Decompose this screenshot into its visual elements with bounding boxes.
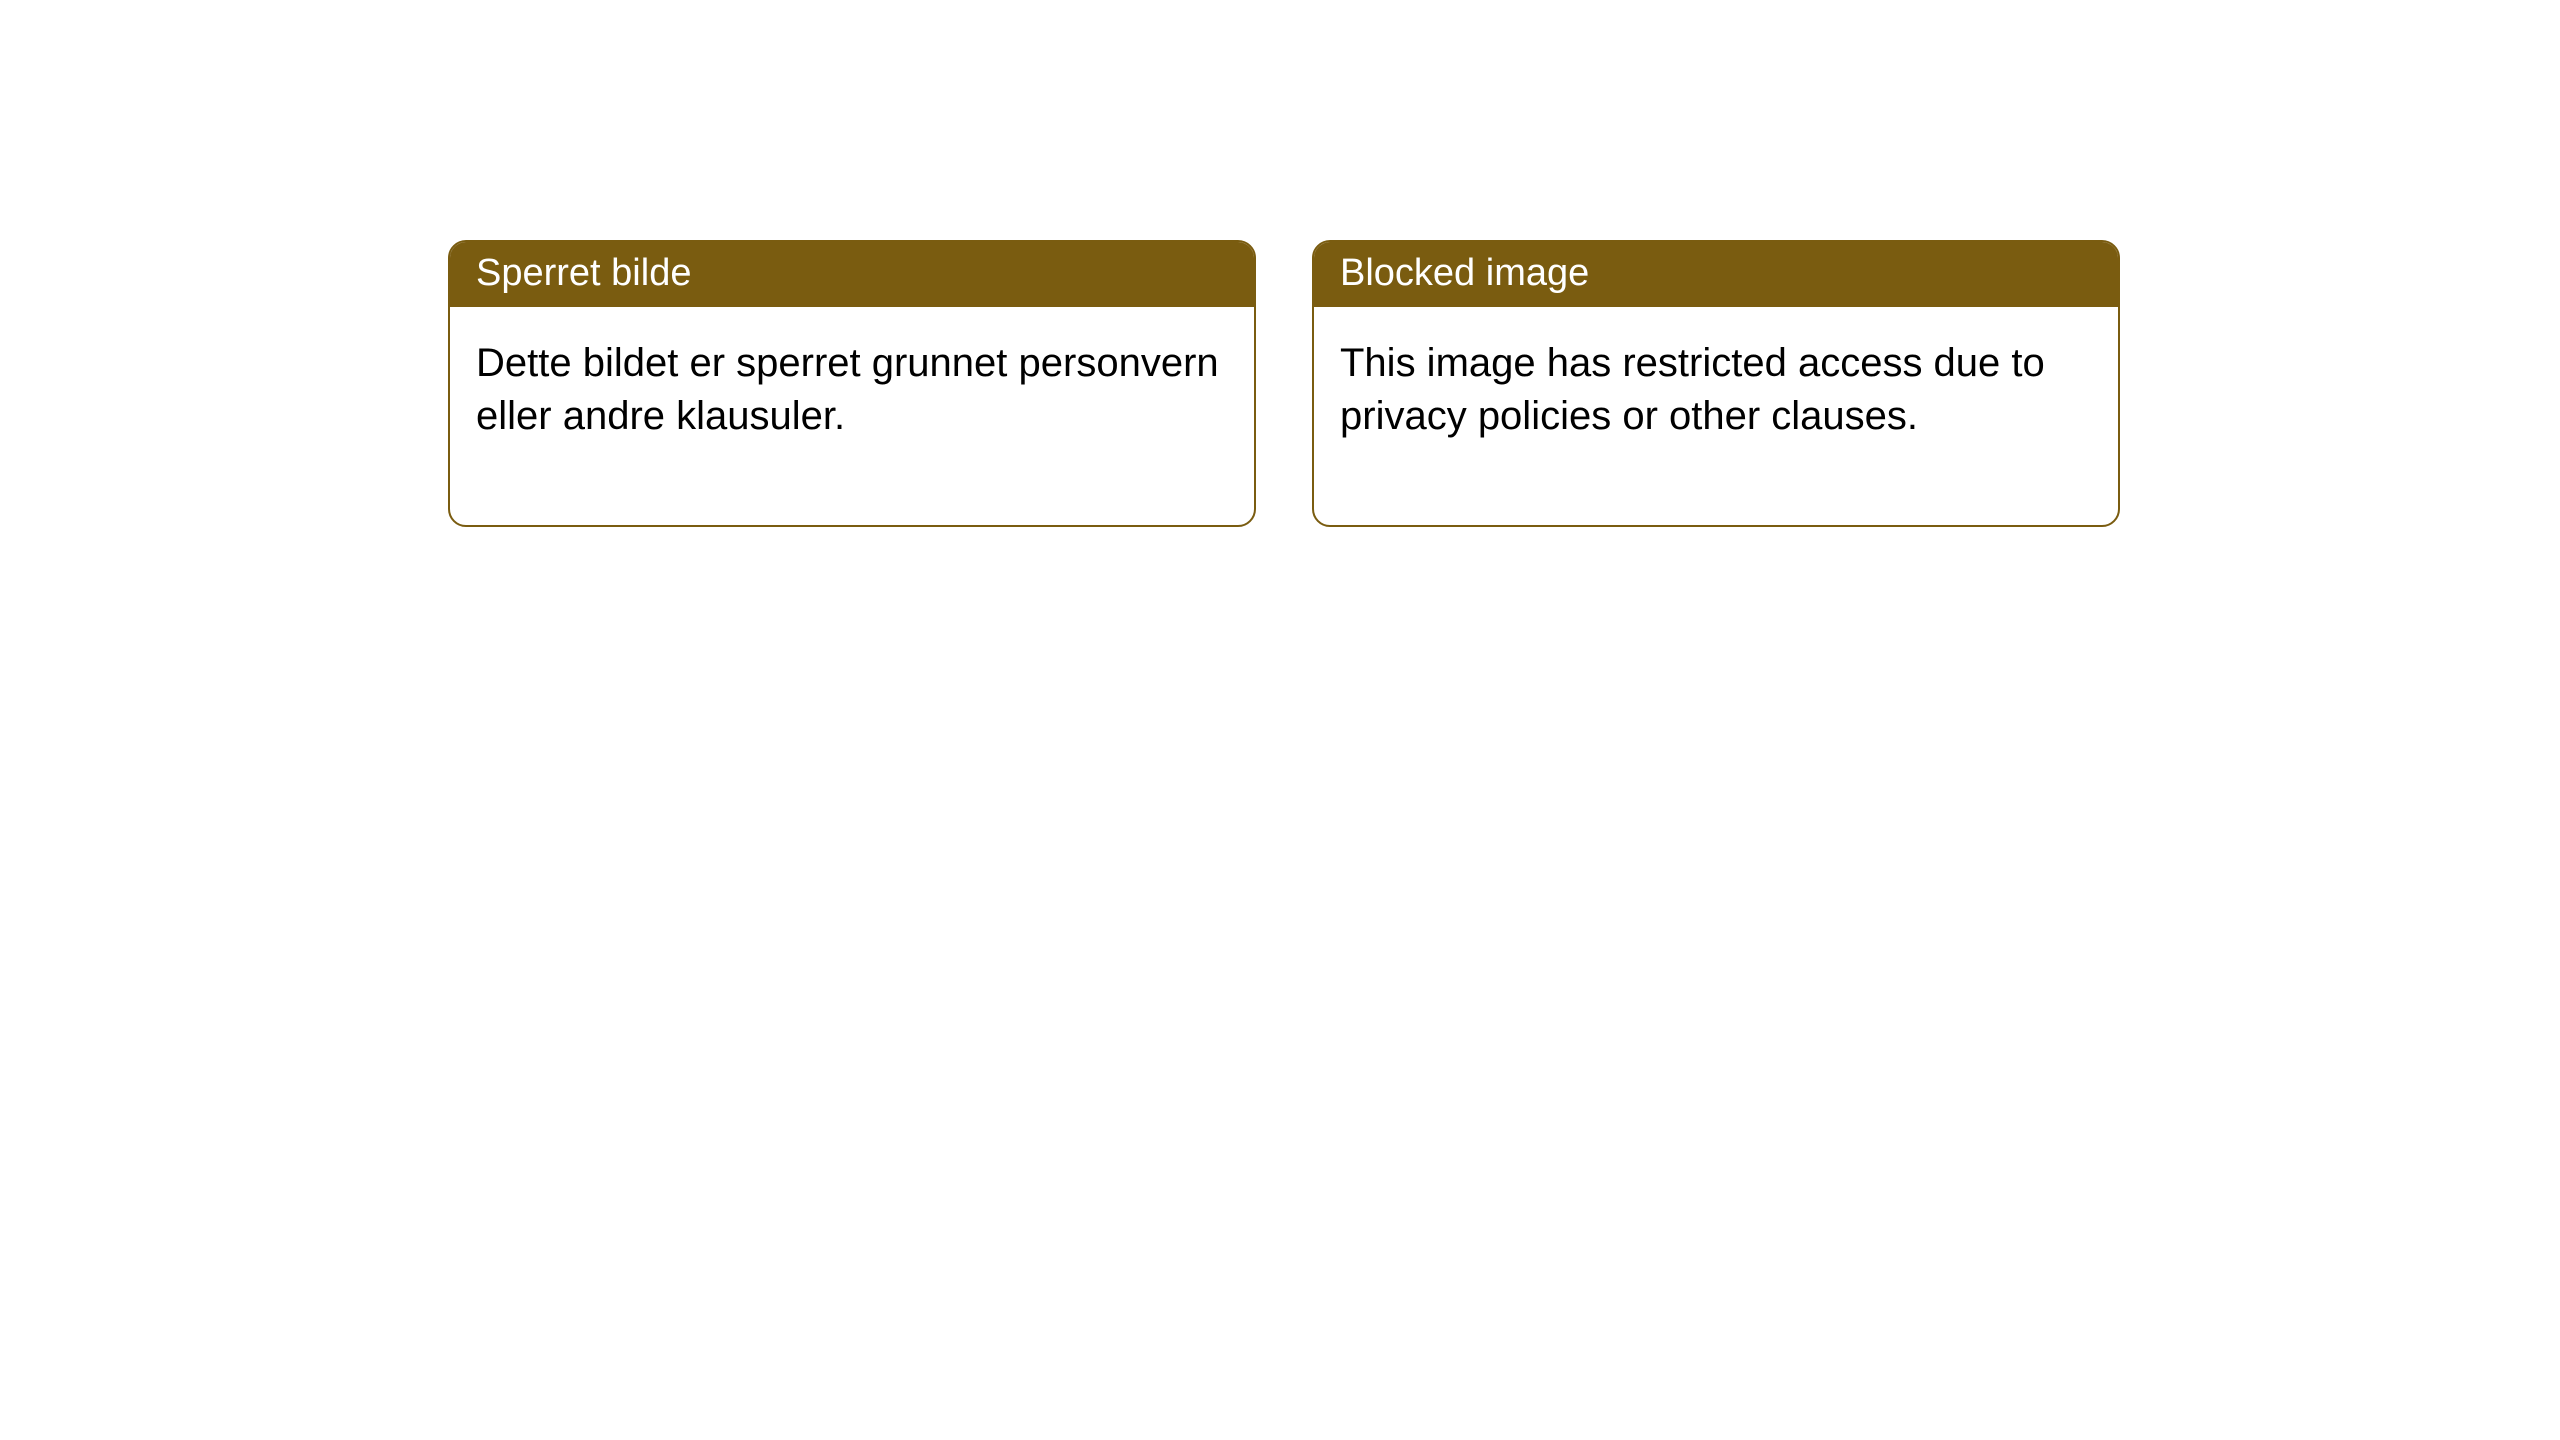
notice-header: Sperret bilde [450, 242, 1254, 307]
notice-box-english: Blocked image This image has restricted … [1312, 240, 2120, 527]
notice-body: This image has restricted access due to … [1314, 307, 2118, 525]
notice-container: Sperret bilde Dette bildet er sperret gr… [0, 0, 2560, 527]
notice-box-norwegian: Sperret bilde Dette bildet er sperret gr… [448, 240, 1256, 527]
notice-header: Blocked image [1314, 242, 2118, 307]
notice-body: Dette bildet er sperret grunnet personve… [450, 307, 1254, 525]
